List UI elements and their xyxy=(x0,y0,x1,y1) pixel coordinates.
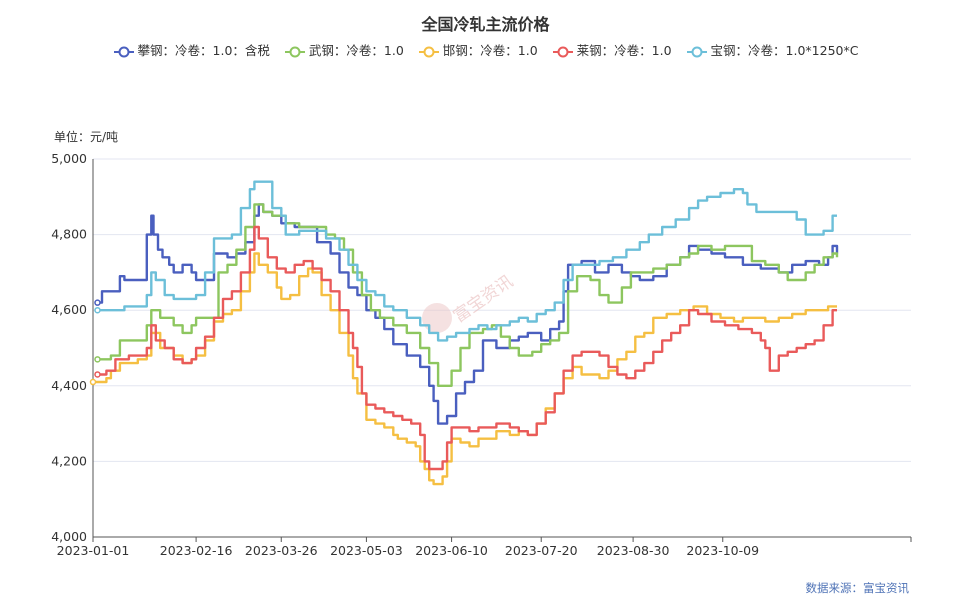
legend-marker xyxy=(113,46,134,57)
data-point[interactable] xyxy=(94,356,101,363)
y-tick-label: 4,400 xyxy=(51,378,87,393)
legend-label: 攀钢：冷卷：1.0：含税 xyxy=(137,43,270,58)
unit-label: 单位：元/吨 xyxy=(54,130,119,144)
legend-label: 宝钢：冷卷：1.0*1250*C xyxy=(710,43,859,58)
grid xyxy=(93,158,911,462)
legend-label: 武钢：冷卷：1.0 xyxy=(308,43,404,58)
y-tick-label: 4,000 xyxy=(51,529,87,544)
y-tick-label: 4,800 xyxy=(51,227,87,242)
legend-marker xyxy=(552,46,573,57)
source-label: 数据来源：富宝资讯 xyxy=(805,581,910,595)
legend-marker xyxy=(418,46,439,57)
watermark-text: 富宝资讯 xyxy=(450,272,517,327)
x-tick-label: 2023-10-09 xyxy=(686,543,759,558)
data-point[interactable] xyxy=(94,371,101,378)
series-line-1[interactable] xyxy=(97,203,839,387)
watermark: 富宝资讯 xyxy=(422,272,517,333)
x-tick-label: 2023-03-26 xyxy=(245,543,318,558)
axes: 4,000 4,200 4,400 4,600 4,800 5,000 2023-01-01… xyxy=(51,151,912,558)
legend-item-baogang[interactable]: 宝钢：冷卷：1.0*1250*C xyxy=(686,40,859,59)
x-tick-label: 2023-07-20 xyxy=(505,543,578,558)
series-lines[interactable] xyxy=(89,180,839,486)
series-line-4[interactable] xyxy=(97,180,838,342)
y-tick-label: 4,200 xyxy=(51,453,87,468)
data-point[interactable] xyxy=(94,306,101,314)
legend-item-pangang[interactable]: 攀钢：冷卷：1.0：含税 xyxy=(113,40,270,59)
legend-label: 莱钢：冷卷：1.0 xyxy=(576,43,672,58)
legend-marker xyxy=(686,46,707,57)
x-tick-label: 2023-08-30 xyxy=(597,543,670,558)
legend-marker xyxy=(284,46,305,57)
watermark-logo-icon xyxy=(422,303,452,333)
series-line-2[interactable] xyxy=(93,252,837,486)
series-line-3[interactable] xyxy=(97,225,838,471)
x-tick-label: 2023-02-16 xyxy=(160,543,233,558)
y-tick-label: 5,000 xyxy=(51,151,87,166)
legend-label: 邯钢：冷卷：1.0 xyxy=(442,43,538,58)
data-point[interactable] xyxy=(89,378,97,386)
legend-item-wugang[interactable]: 武钢：冷卷：1.0 xyxy=(284,40,404,59)
legend[interactable]: 攀钢：冷卷：1.0：含税 武钢：冷卷：1.0 邯钢：冷卷：1.0 莱钢：冷卷：1… xyxy=(0,40,971,59)
x-tick-label: 2023-05-03 xyxy=(330,543,403,558)
chart-title: 全国冷轧主流价格 xyxy=(421,15,550,34)
legend-item-hangang[interactable]: 邯钢：冷卷：1.0 xyxy=(418,40,538,59)
y-tick-label: 4,600 xyxy=(51,302,87,317)
x-tick-label: 2023-06-10 xyxy=(415,543,488,558)
legend-item-laigang[interactable]: 莱钢：冷卷：1.0 xyxy=(552,40,672,59)
x-tick-label: 2023-01-01 xyxy=(57,543,130,558)
data-point[interactable] xyxy=(94,299,101,306)
